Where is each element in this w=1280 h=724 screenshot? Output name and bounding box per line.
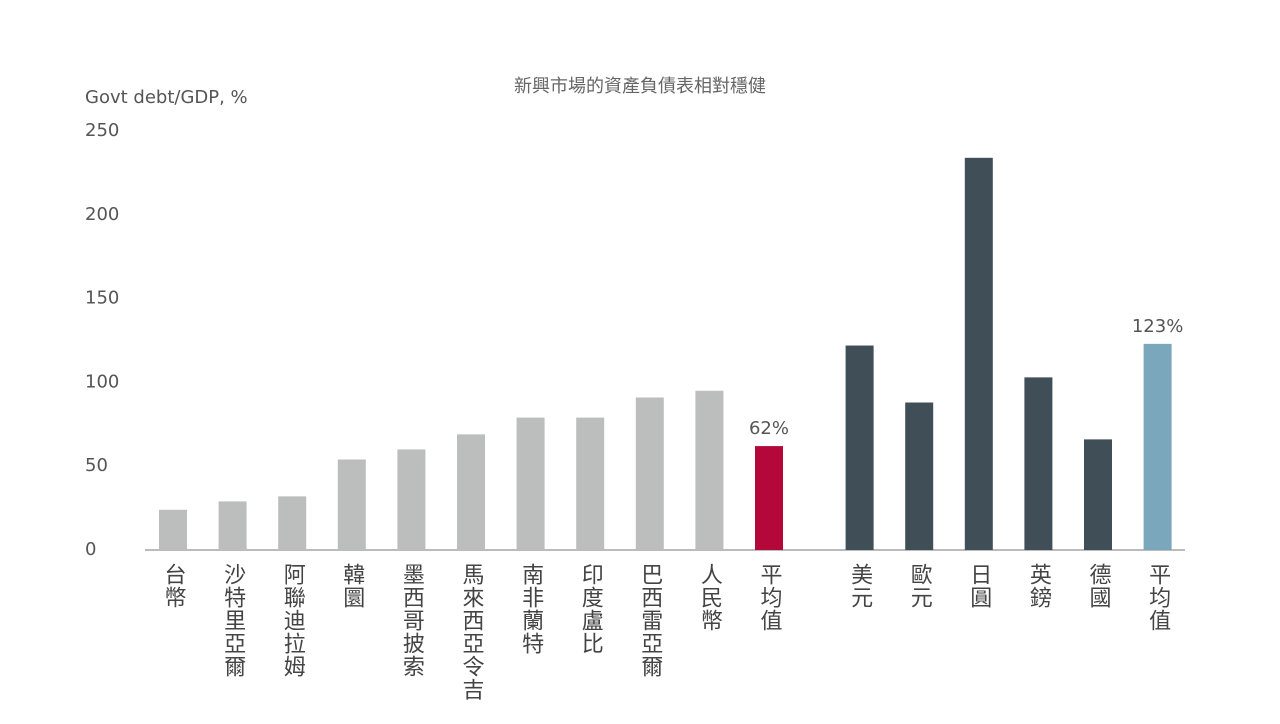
bar [845, 345, 874, 550]
y-axis-label: Govt debt/GDP, % [85, 87, 248, 108]
bar [755, 446, 783, 550]
value-label: 62% [749, 418, 789, 439]
x-tick-label: 人民幣 [697, 563, 723, 632]
bar [516, 417, 545, 550]
bar [337, 459, 366, 550]
bar [1024, 377, 1053, 550]
x-tick-label: 印度盧比 [578, 563, 604, 655]
x-tick-label: 英鎊 [1026, 563, 1052, 609]
bar [1143, 343, 1172, 550]
y-tick-label: 250 [85, 120, 119, 141]
bar [905, 402, 934, 550]
bar [1084, 439, 1112, 550]
y-tick-label: 0 [85, 539, 96, 560]
bar [635, 397, 664, 550]
bar [218, 501, 247, 550]
bar [278, 496, 307, 550]
x-tick-label: 沙特里亞爾 [220, 563, 246, 678]
x-tick-label: 墨西哥披索 [399, 563, 425, 678]
y-tick-label: 200 [85, 204, 119, 225]
x-tick-label: 巴西雷亞爾 [637, 563, 663, 678]
y-tick-label: 150 [85, 288, 119, 309]
x-tick-label: 台幣 [161, 563, 186, 609]
bar [457, 434, 485, 550]
x-tick-label: 平均值 [757, 563, 783, 632]
bar [576, 417, 605, 550]
x-tick-label: 韓圜 [339, 563, 365, 609]
x-tick-label: 美元 [847, 563, 873, 609]
x-tick-label: 南非蘭特 [518, 563, 544, 655]
value-label: 123% [1132, 316, 1183, 337]
bar [695, 390, 724, 550]
x-tick-label: 德國 [1086, 563, 1112, 609]
bar [964, 157, 993, 551]
y-tick-label: 50 [85, 455, 108, 476]
x-tick-label: 馬來西亞令吉 [459, 563, 485, 701]
x-tick-label: 歐元 [907, 563, 932, 609]
bar [397, 449, 426, 550]
y-tick-label: 100 [85, 371, 119, 392]
x-tick-label: 日圓 [966, 563, 991, 609]
chart-title: 新興市場的資產負債表相對穩健 [514, 76, 766, 97]
x-tick-label: 平均值 [1145, 563, 1171, 632]
bar [159, 509, 187, 550]
x-tick-label: 阿聯迪拉姆 [280, 563, 306, 678]
